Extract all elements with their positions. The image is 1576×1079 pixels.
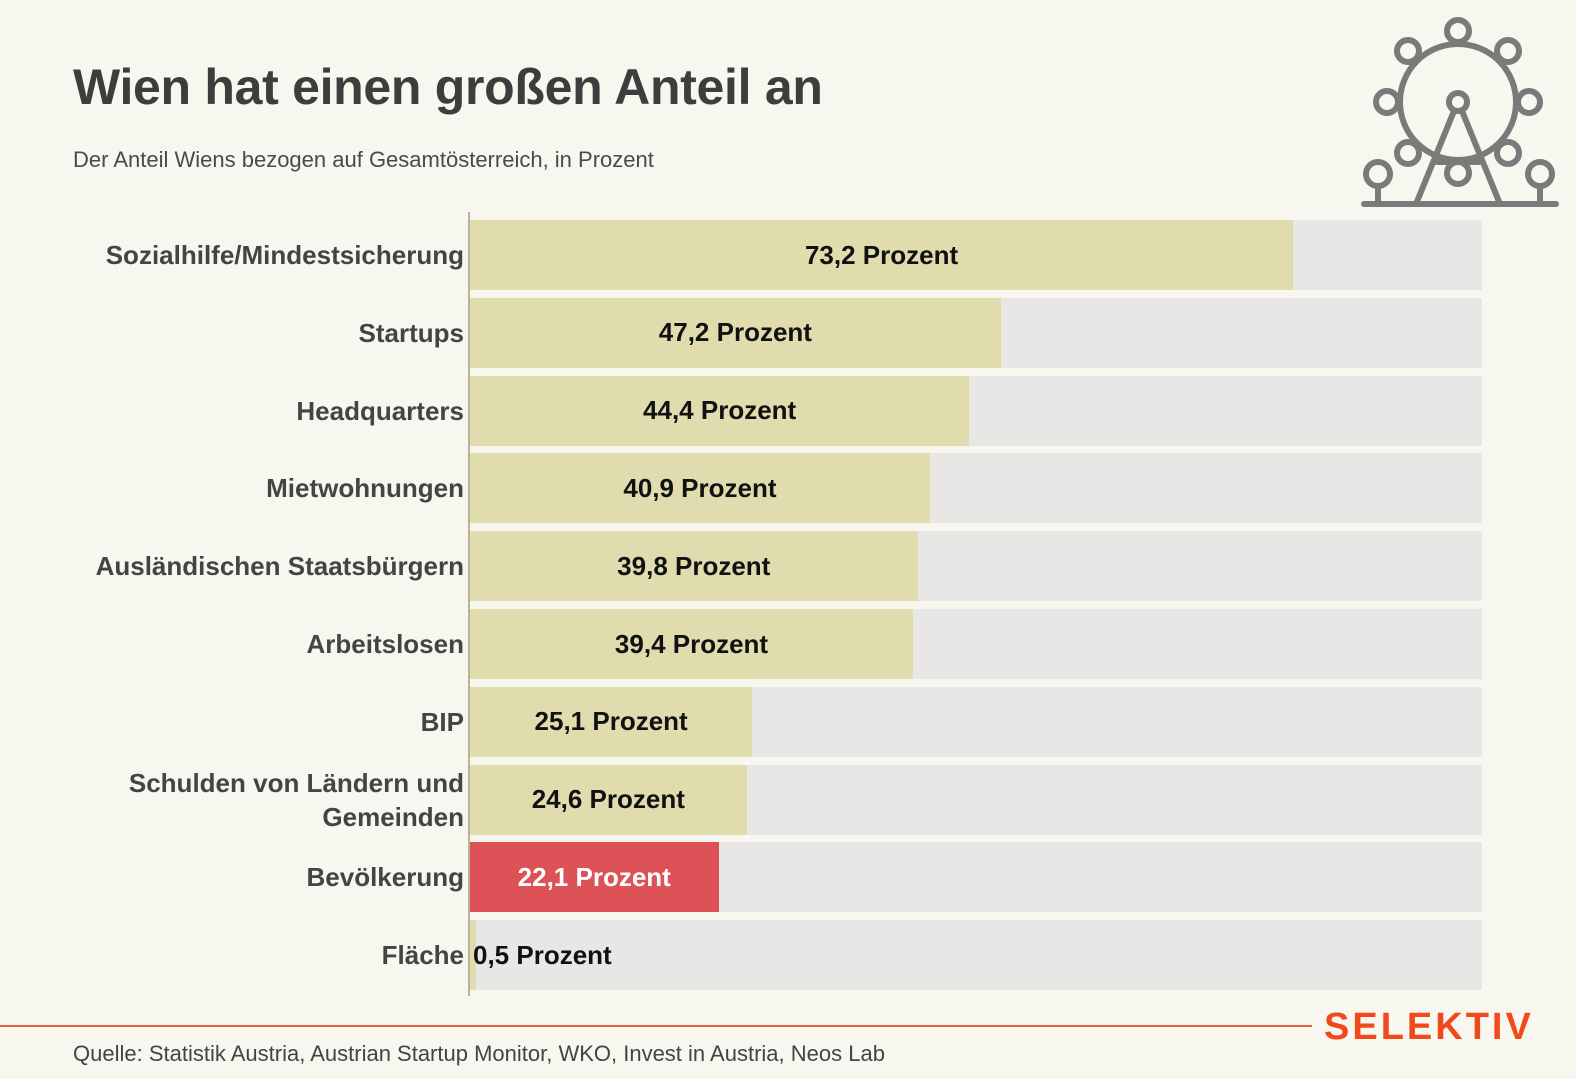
bar-row: Fläche 0,5 Prozent [0, 920, 1576, 991]
bar-row: Schulden von Ländern und Gemeinden 24,6 P… [0, 764, 1576, 835]
bar [470, 920, 476, 991]
bar [470, 453, 930, 524]
bar-track: 39,4 Prozent [470, 609, 1482, 679]
source-note: Quelle: Statistik Austria, Austrian Star… [73, 1041, 885, 1066]
bar-track: 44,4 Prozent [470, 375, 1482, 446]
bar-row: Startups 47,2 Prozent [0, 297, 1576, 368]
bar-track: 40,9 Prozent [470, 453, 1482, 524]
bar-highlighted [470, 842, 719, 913]
y-axis-line [468, 212, 470, 996]
bar-row: Bevölkerung 22,1 Prozent [0, 842, 1576, 913]
data-label: 44,4 Prozent [643, 395, 797, 426]
bar-row: BIP 25,1 Prozent [0, 686, 1576, 757]
bar-track: 24,6 Prozent [470, 764, 1482, 835]
data-label: 0,5 Prozent [473, 939, 612, 970]
bar [470, 375, 970, 446]
ferris-wheel-icon [1361, 17, 1559, 207]
bar-row: Headquarters 44,4 Prozent [0, 375, 1576, 446]
category-label: Mietwohnungen [266, 473, 464, 504]
category-label: Sozialhilfe/Mindestsicherung [105, 240, 464, 270]
bar-track: 73,2 Prozent [470, 220, 1482, 290]
data-label: 39,8 Prozent [617, 550, 771, 581]
data-label: 22,1 Prozent [517, 861, 671, 892]
bar [470, 531, 918, 602]
bar-track: 47,2 Prozent [470, 297, 1482, 368]
category-label: Headquarters [296, 395, 464, 426]
bar [470, 609, 914, 679]
bar-track: 25,1 Prozent [470, 686, 1482, 757]
bar-track: 39,8 Prozent [470, 531, 1482, 602]
data-label: 47,2 Prozent [658, 317, 812, 348]
footer-divider [0, 1025, 1312, 1027]
bar [470, 764, 747, 835]
data-label: 73,2 Prozent [804, 239, 959, 270]
category-label: Startups [358, 317, 464, 348]
bar-row: Mietwohnungen 40,9 Prozent [0, 453, 1576, 524]
chart-title: Wien hat einen großen Anteil an [73, 59, 823, 115]
category-label: Schulden von Ländern und Gemeinden [128, 767, 464, 832]
category-label: Arbeitslosen [306, 629, 465, 659]
brand-logo: SELEKTIV [1324, 1006, 1534, 1048]
chart-subtitle: Der Anteil Wiens bezogen auf Gesamtöster… [73, 147, 654, 172]
category-label: Fläche [381, 940, 464, 971]
bar [470, 297, 1001, 368]
data-label: 25,1 Prozent [534, 706, 688, 737]
data-label: 24,6 Prozent [531, 784, 685, 815]
bar-track: 0,5 Prozent [470, 920, 1482, 991]
bar-row: Sozialhilfe/Mindestsicherung 73,2 Prozent [0, 220, 1576, 290]
category-label: Ausländischen Staatsbürgern [95, 551, 464, 582]
category-label: BIP [420, 706, 464, 737]
bar-row: Arbeitslosen 39,4 Prozent [0, 609, 1576, 679]
bar [470, 686, 753, 757]
data-label: 40,9 Prozent [623, 472, 777, 503]
category-label: Bevölkerung [306, 862, 465, 893]
data-label: 39,4 Prozent [614, 628, 769, 659]
bar-row: Ausländischen Staatsbürgern 39,8 Prozent [0, 531, 1576, 602]
bar [470, 220, 1294, 290]
bar-track: 22,1 Prozent [470, 842, 1482, 913]
